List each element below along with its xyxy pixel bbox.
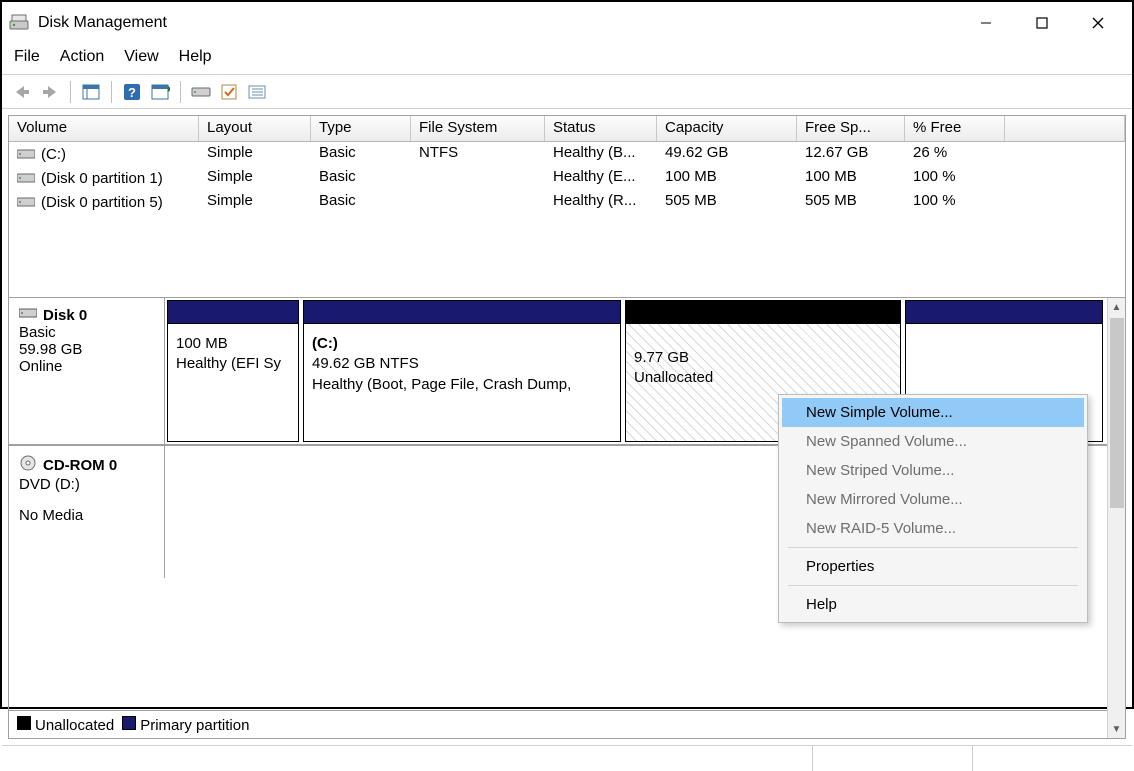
scroll-thumb[interactable] [1110, 318, 1124, 508]
legend-label: Primary partition [140, 717, 249, 734]
cell-status: Healthy (E... [545, 166, 657, 190]
ctx-new-spanned-volume: New Spanned Volume... [782, 427, 1084, 456]
legend-swatch-primary [122, 716, 136, 730]
disk-name: Disk 0 [43, 307, 87, 324]
cell-capacity: 49.62 GB [657, 142, 797, 166]
menu-bar: File Action View Help [2, 44, 1132, 75]
menu-file[interactable]: File [14, 48, 40, 66]
show-hide-icon[interactable] [79, 81, 103, 103]
cdrom-icon [19, 454, 37, 476]
cell-capacity: 100 MB [657, 166, 797, 190]
col-capacity[interactable]: Capacity [657, 116, 797, 141]
context-menu: New Simple Volume... New Spanned Volume.… [778, 394, 1088, 623]
legend: Unallocated Primary partition [9, 710, 1107, 738]
disk-kind: Basic [19, 324, 154, 341]
cdrom-name: CD-ROM 0 [43, 457, 117, 474]
cell-free: 12.67 GB [797, 142, 905, 166]
volume-table-header: Volume Layout Type File System Status Ca… [9, 116, 1125, 142]
cell-fs [411, 166, 545, 190]
col-pctfree[interactable]: % Free [905, 116, 1005, 141]
cell-layout: Simple [199, 190, 311, 214]
help-icon[interactable]: ? [120, 81, 144, 103]
cell-pctfree: 26 % [905, 142, 1005, 166]
legend-swatch-unallocated [17, 716, 31, 730]
col-layout[interactable]: Layout [199, 116, 311, 141]
cell-fs: NTFS [411, 142, 545, 166]
refresh-icon[interactable] [148, 81, 172, 103]
cell-status: Healthy (B... [545, 142, 657, 166]
cell-free: 505 MB [797, 190, 905, 214]
cdrom-drive: DVD (D:) [19, 476, 154, 493]
svg-text:?: ? [128, 85, 136, 100]
cell-status: Healthy (R... [545, 190, 657, 214]
col-filesystem[interactable]: File System [411, 116, 545, 141]
cell-volume: (Disk 0 partition 1) [41, 170, 163, 187]
col-volume[interactable]: Volume [9, 116, 199, 141]
disk-info[interactable]: Disk 0 Basic 59.98 GB Online [9, 298, 165, 444]
back-icon[interactable] [10, 81, 34, 103]
forward-icon[interactable] [38, 81, 62, 103]
cell-layout: Simple [199, 166, 311, 190]
cell-pctfree: 100 % [905, 190, 1005, 214]
scroll-up-icon[interactable]: ▲ [1108, 298, 1125, 316]
disk-icon[interactable] [189, 81, 213, 103]
title-bar: Disk Management [2, 2, 1132, 44]
cell-type: Basic [311, 190, 411, 214]
minimize-button[interactable] [958, 2, 1014, 44]
status-bar [2, 745, 1132, 771]
partition[interactable]: 100 MB Healthy (EFI Sy [167, 300, 299, 442]
partition[interactable]: (C:) 49.62 GB NTFS Healthy (Boot, Page F… [303, 300, 621, 442]
cell-volume: (Disk 0 partition 5) [41, 194, 163, 211]
cell-volume: (C:) [41, 146, 66, 163]
cell-free: 100 MB [797, 166, 905, 190]
ctx-new-mirrored-volume: New Mirrored Volume... [782, 485, 1084, 514]
volume-icon [17, 172, 35, 184]
menu-action[interactable]: Action [60, 48, 104, 66]
ctx-new-simple-volume[interactable]: New Simple Volume... [782, 398, 1084, 427]
close-button[interactable] [1070, 2, 1126, 44]
legend-label: Unallocated [35, 717, 114, 734]
volume-icon [17, 196, 35, 208]
cell-capacity: 505 MB [657, 190, 797, 214]
volume-table: Volume Layout Type File System Status Ca… [9, 116, 1125, 298]
window-title: Disk Management [38, 14, 167, 32]
vertical-scrollbar[interactable]: ▲ ▼ [1107, 298, 1125, 738]
maximize-button[interactable] [1014, 2, 1070, 44]
cell-fs [411, 190, 545, 214]
check-icon[interactable] [217, 81, 241, 103]
disk-info[interactable]: CD-ROM 0 DVD (D:) No Media [9, 446, 165, 578]
cell-type: Basic [311, 142, 411, 166]
ctx-separator [788, 585, 1078, 586]
menu-view[interactable]: View [124, 48, 158, 66]
col-freespace[interactable]: Free Sp... [797, 116, 905, 141]
disk-icon [19, 306, 37, 324]
ctx-properties[interactable]: Properties [782, 552, 1084, 581]
ctx-separator [788, 547, 1078, 548]
volume-icon [17, 148, 35, 160]
ctx-help[interactable]: Help [782, 590, 1084, 619]
cell-type: Basic [311, 166, 411, 190]
disk-state: Online [19, 358, 154, 375]
app-icon [8, 12, 30, 34]
table-row[interactable]: (Disk 0 partition 1) Simple Basic Health… [9, 166, 1125, 190]
disk-size: 59.98 GB [19, 341, 154, 358]
ctx-new-raid5-volume: New RAID-5 Volume... [782, 514, 1084, 543]
cell-pctfree: 100 % [905, 166, 1005, 190]
menu-help[interactable]: Help [179, 48, 212, 66]
col-type[interactable]: Type [311, 116, 411, 141]
table-row[interactable]: (C:) Simple Basic NTFS Healthy (B... 49.… [9, 142, 1125, 166]
list-icon[interactable] [245, 81, 269, 103]
cdrom-state: No Media [19, 507, 154, 524]
col-status[interactable]: Status [545, 116, 657, 141]
toolbar: ? [2, 75, 1132, 109]
ctx-new-striped-volume: New Striped Volume... [782, 456, 1084, 485]
table-row[interactable]: (Disk 0 partition 5) Simple Basic Health… [9, 190, 1125, 214]
scroll-down-icon[interactable]: ▼ [1108, 720, 1125, 738]
cell-layout: Simple [199, 142, 311, 166]
